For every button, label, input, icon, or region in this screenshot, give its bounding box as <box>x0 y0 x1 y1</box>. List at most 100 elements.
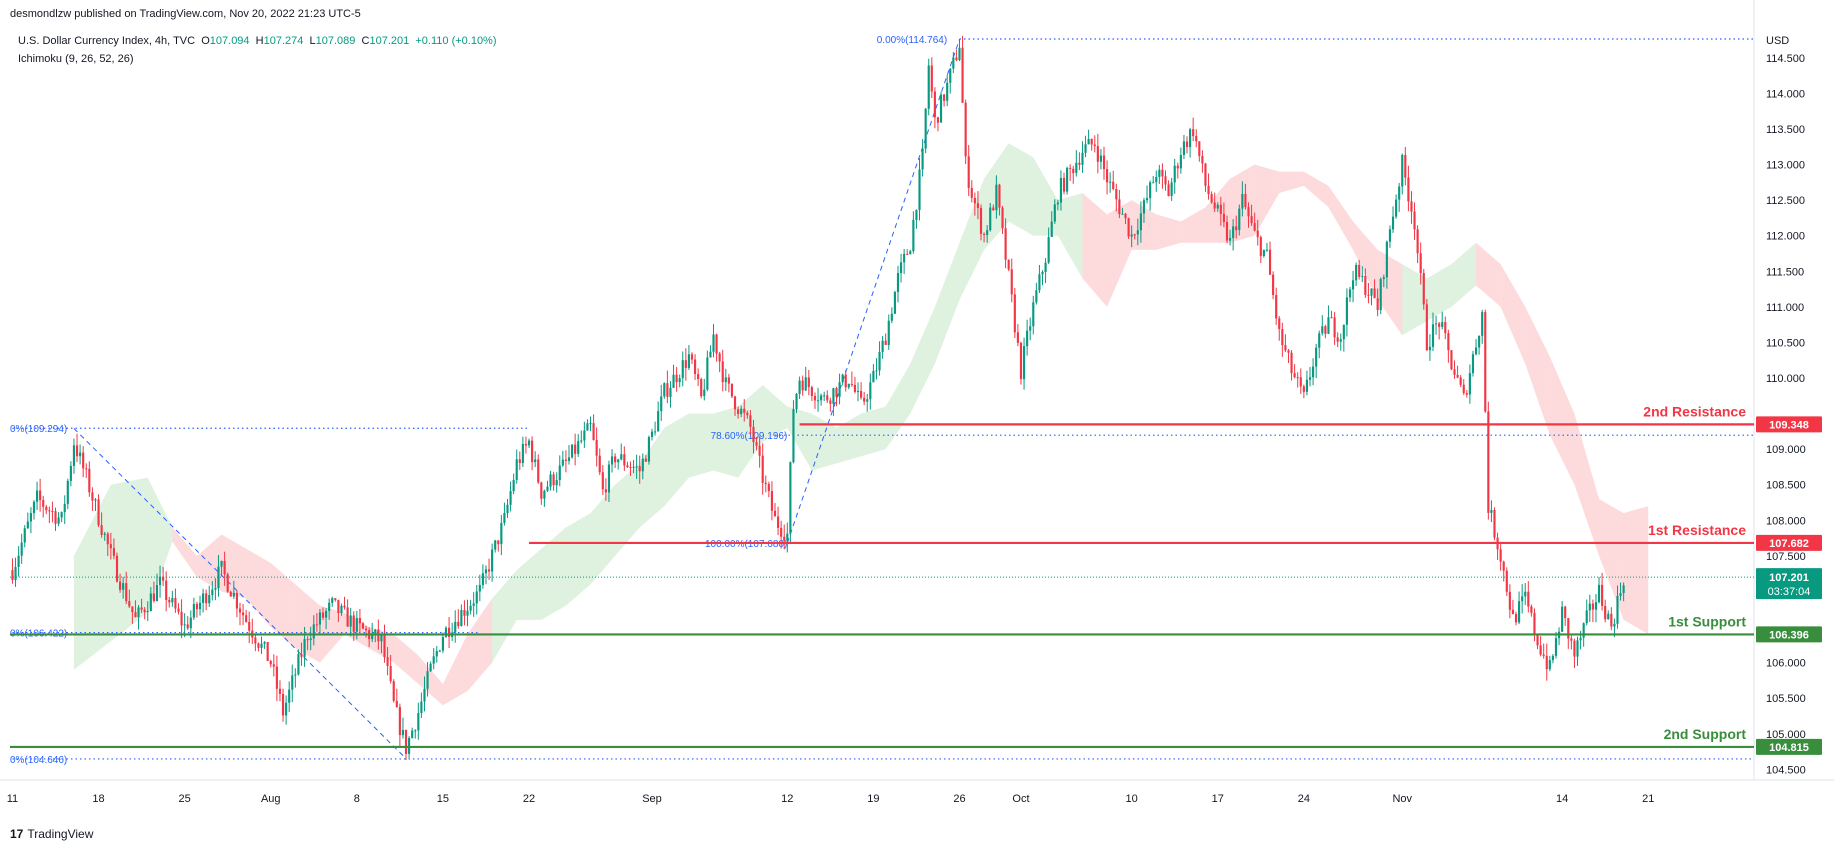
candle <box>60 511 63 523</box>
candle-body <box>69 465 72 481</box>
candle-body <box>1149 182 1152 199</box>
fib-label: 100.00%(107.680) <box>705 539 787 550</box>
indicator-legend[interactable]: Ichimoku (9, 26, 52, 26) <box>18 53 134 65</box>
candle <box>1047 227 1050 264</box>
symbol-name[interactable]: U.S. Dollar Currency Index, 4h, TVC <box>18 35 196 47</box>
candle-body <box>860 391 863 398</box>
candle <box>1152 175 1155 184</box>
candle <box>515 449 518 484</box>
candle-body <box>1345 297 1348 325</box>
candle <box>1419 242 1422 285</box>
candle <box>712 323 715 358</box>
cloud-segment <box>172 527 197 578</box>
candle-body <box>404 729 408 754</box>
candle <box>761 443 764 495</box>
candle <box>1105 160 1109 195</box>
candle <box>472 592 475 617</box>
candle-body <box>872 370 875 383</box>
candle-body <box>1069 167 1072 169</box>
candle-body <box>460 609 463 627</box>
candle-body <box>672 374 675 388</box>
candle <box>469 599 472 615</box>
candle-body <box>527 440 531 446</box>
candle <box>1044 258 1047 284</box>
candle <box>623 446 626 471</box>
candle-body <box>1262 249 1265 256</box>
candle-body <box>577 441 580 454</box>
candle-body <box>1281 329 1284 346</box>
candle-body <box>426 671 429 689</box>
candle <box>241 603 245 626</box>
candle-body <box>1382 277 1385 280</box>
candle-body <box>1115 188 1118 200</box>
candle <box>700 377 703 399</box>
candle-body <box>1029 326 1032 331</box>
candle <box>1127 217 1130 239</box>
candle-body <box>1308 377 1312 380</box>
candle-body <box>1527 591 1530 607</box>
candle <box>426 662 429 697</box>
candle <box>51 501 54 523</box>
candle-body <box>967 156 970 189</box>
footer-brand[interactable]: 17 TradingView <box>10 827 93 841</box>
candle-body <box>583 430 586 441</box>
candle <box>358 608 361 633</box>
candle <box>1161 163 1164 189</box>
candle <box>223 551 226 586</box>
candle-body <box>1413 211 1416 230</box>
candle <box>404 729 408 761</box>
candle-body <box>180 611 183 626</box>
candle-body <box>1112 181 1115 189</box>
candle-body <box>429 663 432 672</box>
candle-body <box>1192 129 1195 137</box>
candle <box>321 607 325 621</box>
candle-body <box>423 688 426 702</box>
candle <box>1155 170 1158 192</box>
candle <box>1164 170 1167 191</box>
candle <box>165 571 168 612</box>
candle <box>1487 401 1490 520</box>
candle <box>294 668 297 688</box>
candle-body <box>1333 317 1336 338</box>
candle-body <box>1161 169 1164 177</box>
candle-body <box>1367 294 1370 296</box>
candle-body <box>715 334 718 354</box>
candle <box>1158 164 1161 185</box>
close-value: 107.201 <box>369 35 410 47</box>
candle-body <box>1428 346 1431 351</box>
trend-line <box>786 39 960 544</box>
candle-body <box>709 351 712 358</box>
candle <box>970 180 973 203</box>
candle <box>1490 500 1493 523</box>
candle-body <box>57 517 60 524</box>
candle <box>549 470 552 491</box>
candle-body <box>644 458 647 462</box>
candle-body <box>177 608 180 612</box>
cloud-segment <box>1008 143 1034 236</box>
candle-body <box>607 464 611 493</box>
candle <box>986 225 989 243</box>
time-tick-label: 10 <box>1126 793 1138 805</box>
candle <box>675 366 678 392</box>
candle <box>1594 594 1598 623</box>
candle <box>97 494 100 528</box>
candle <box>1281 322 1284 357</box>
candle <box>112 538 116 560</box>
candle-body <box>1256 230 1259 238</box>
candle-body <box>1210 194 1213 203</box>
candle <box>687 345 690 370</box>
cloud-segment <box>910 306 935 414</box>
candle <box>1570 635 1573 650</box>
candle-body <box>1465 393 1468 395</box>
candle <box>1272 271 1275 300</box>
candle-body <box>1093 144 1096 147</box>
candle <box>1302 384 1305 399</box>
candle <box>1066 166 1069 195</box>
candle-body <box>1016 332 1019 343</box>
candle-body <box>152 593 155 601</box>
candle <box>1619 582 1622 601</box>
candle <box>607 460 611 502</box>
candle <box>103 531 106 541</box>
candle <box>534 451 537 468</box>
